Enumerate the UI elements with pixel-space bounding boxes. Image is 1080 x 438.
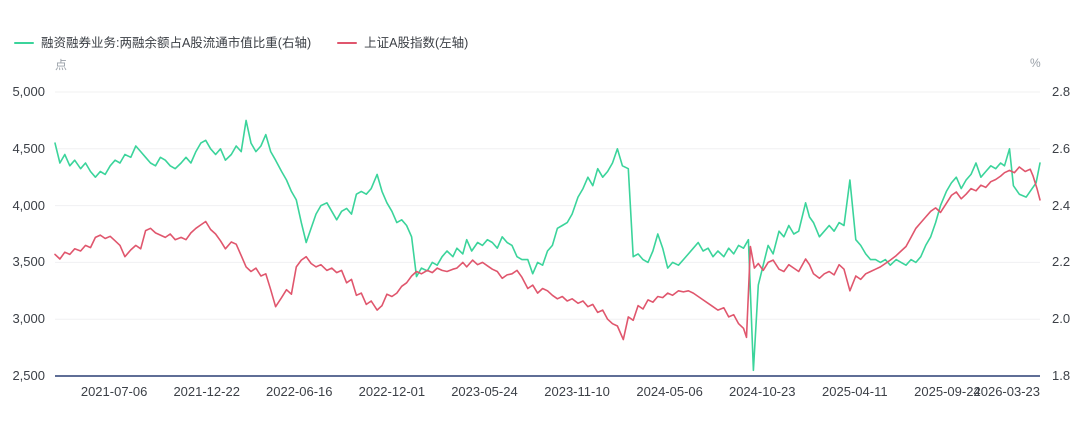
x-axis-label: 2022-12-01 <box>358 384 426 399</box>
y-axis-left-label: 4,500 <box>12 140 45 156</box>
y-axis-right-label: 2.0 <box>1052 311 1071 327</box>
x-axis-label: 2021-07-06 <box>80 384 148 399</box>
x-axis-label: 2022-06-16 <box>266 384 333 399</box>
legend: 融资融券业务:两融余额占A股流通市值比重(右轴) 上证A股指数(左轴) <box>14 36 468 50</box>
series-line-0 <box>54 119 1041 372</box>
y-axis-left-label: 3,500 <box>12 254 45 270</box>
legend-line-red-icon <box>337 41 358 45</box>
legend-line-green-icon <box>14 41 34 45</box>
x-axis-label: 2024-10-23 <box>728 384 796 399</box>
legend-label-margin-ratio: 融资融券业务:两融余额占A股流通市值比重(右轴) <box>41 36 312 50</box>
x-axis-label: 2024-05-06 <box>636 384 703 399</box>
y-axis-left-label: 2,500 <box>12 368 45 383</box>
y-axis-left-label: 5,000 <box>12 84 45 99</box>
y-axis-left-label: 3,000 <box>12 311 45 327</box>
right-axis-unit: % <box>1030 56 1041 70</box>
y-axis-right-label: 2.2 <box>1052 254 1071 270</box>
x-axis-label: 2026-03-23 <box>973 384 1041 399</box>
x-axis-label: 2025-09-24 <box>914 384 981 399</box>
legend-item-margin-ratio[interactable]: 融资融券业务:两融余额占A股流通市值比重(右轴) <box>14 36 311 50</box>
x-axis-label: 2021-12-22 <box>173 384 240 399</box>
y-axis-left-label: 4,000 <box>12 197 45 213</box>
series-line-1 <box>54 166 1041 341</box>
x-axis-label: 2025-04-11 <box>822 384 888 399</box>
x-axis-label: 2023-05-24 <box>451 384 518 399</box>
legend-label-sse-index: 上证A股指数(左轴) <box>364 36 469 50</box>
legend-item-sse-index[interactable]: 上证A股指数(左轴) <box>337 36 468 50</box>
y-axis-right-label: 1.8 <box>1052 368 1071 383</box>
y-axis-right-label: 2.6 <box>1052 140 1071 156</box>
left-axis-unit: 点 <box>55 58 68 72</box>
y-axis-right-label: 2.8 <box>1052 84 1071 99</box>
x-axis-label: 2023-11-10 <box>544 384 610 399</box>
y-axis-right-label: 2.4 <box>1052 197 1071 213</box>
